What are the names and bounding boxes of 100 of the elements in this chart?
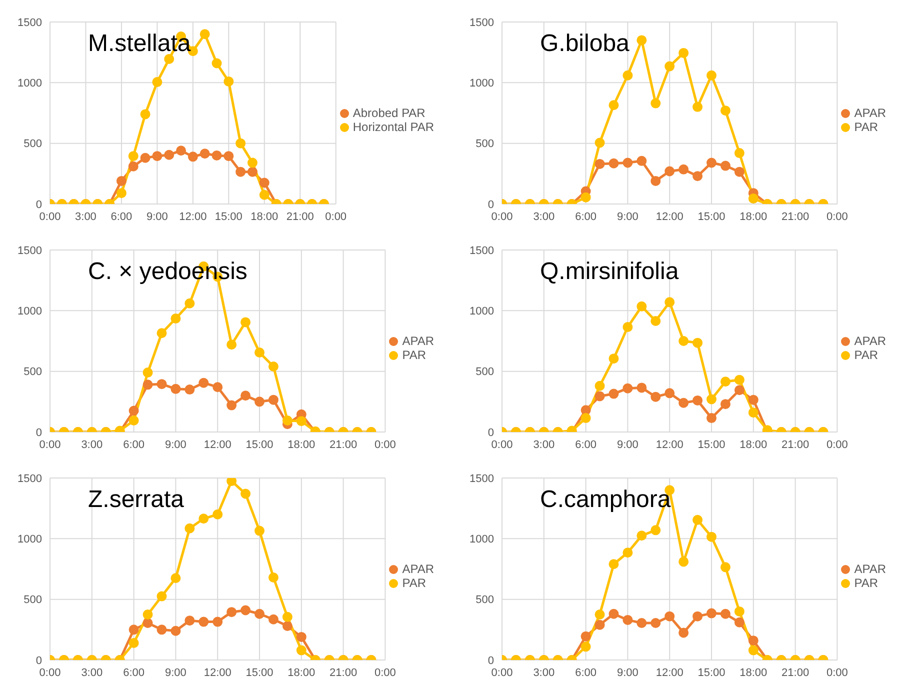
point — [224, 151, 234, 162]
point — [296, 416, 306, 426]
point — [170, 573, 181, 584]
x-tick-label: 0:00 — [826, 210, 848, 223]
x-tick-label: 9:00 — [146, 210, 168, 223]
point — [198, 378, 209, 388]
x-tick-label: 18:00 — [740, 666, 768, 679]
x-tick-label: 21:00 — [782, 210, 810, 223]
x-tick-label: 12:00 — [204, 666, 232, 679]
point — [734, 617, 744, 628]
point — [142, 368, 153, 378]
x-tick-label: 18:00 — [740, 438, 768, 451]
y-tick-label: 500 — [24, 366, 42, 378]
point — [734, 166, 744, 177]
y-tick-label: 1500 — [18, 16, 42, 29]
x-tick-label: 3:00 — [533, 438, 555, 451]
point — [198, 514, 209, 524]
y-tick-label: 500 — [24, 138, 42, 150]
point — [296, 645, 306, 656]
x-tick-label: 18:00 — [288, 666, 316, 679]
point — [200, 148, 210, 159]
point — [240, 488, 251, 499]
point — [622, 614, 633, 625]
point — [184, 523, 195, 534]
point — [594, 158, 605, 169]
point — [692, 338, 703, 348]
x-tick-label: 21:00 — [782, 666, 810, 679]
y-tick-label: 1500 — [470, 244, 494, 257]
x-tick-label: 0:00 — [39, 210, 61, 223]
y-tick-label: 1000 — [18, 534, 42, 546]
point — [580, 642, 591, 652]
x-tick-label: 21:00 — [782, 438, 810, 451]
point — [594, 391, 605, 402]
point — [720, 160, 730, 171]
point — [706, 532, 716, 542]
point — [720, 608, 730, 619]
point — [140, 152, 150, 163]
point — [678, 556, 689, 567]
x-tick-label: 9:00 — [164, 666, 186, 679]
point — [212, 616, 223, 627]
point — [142, 380, 153, 390]
point — [152, 151, 162, 162]
point — [720, 106, 730, 116]
point — [664, 297, 675, 308]
point — [706, 394, 716, 404]
point — [636, 35, 647, 46]
point — [268, 614, 278, 624]
point — [176, 146, 186, 156]
point — [128, 161, 138, 172]
point — [226, 478, 237, 486]
y-tick-label: 1000 — [470, 78, 494, 90]
point — [748, 645, 758, 656]
point — [664, 166, 675, 176]
point — [268, 394, 278, 405]
point — [650, 98, 661, 108]
chart-title: Z.serrata — [88, 486, 184, 514]
x-tick-label: 0:00 — [325, 210, 347, 223]
x-tick-label: 15:00 — [698, 666, 726, 679]
y-tick-label: 1000 — [18, 78, 42, 90]
legend-label: APAR — [854, 106, 886, 120]
x-tick-label: 15:00 — [246, 666, 274, 679]
point — [650, 392, 661, 402]
point — [212, 382, 223, 392]
y-tick-label: 0 — [488, 654, 494, 667]
point — [636, 382, 647, 393]
point — [128, 406, 139, 416]
x-tick-label: 12:00 — [656, 438, 684, 451]
point — [720, 376, 730, 387]
y-tick-label: 1500 — [18, 244, 42, 257]
point — [140, 109, 150, 120]
point — [706, 158, 716, 168]
legend-label: PAR — [854, 348, 878, 362]
x-tick-label: 3:00 — [533, 666, 555, 679]
point — [594, 620, 605, 630]
x-tick-label: 3:00 — [81, 666, 103, 679]
x-tick-label: 0:00 — [39, 666, 61, 679]
x-tick-label: 12:00 — [656, 210, 684, 223]
point — [170, 314, 181, 324]
point — [282, 621, 292, 632]
point — [240, 605, 251, 616]
y-tick-label: 500 — [476, 366, 494, 378]
point — [706, 413, 716, 424]
point — [282, 612, 292, 622]
point — [188, 152, 198, 162]
point — [184, 616, 195, 626]
y-tick-label: 0 — [36, 426, 42, 439]
point — [748, 394, 758, 405]
point — [198, 616, 209, 627]
x-tick-label: 9:00 — [616, 666, 638, 679]
point — [184, 384, 195, 395]
x-tick-label: 9:00 — [164, 438, 186, 451]
point — [636, 530, 647, 541]
point — [268, 361, 278, 372]
y-tick-label: 500 — [476, 594, 494, 606]
x-tick-label: 21:00 — [330, 438, 358, 451]
point — [636, 301, 647, 312]
legend-label: Horizontal PAR — [352, 120, 434, 134]
chart-title: G.biloba — [540, 30, 630, 58]
point — [128, 151, 138, 162]
point — [142, 610, 153, 620]
